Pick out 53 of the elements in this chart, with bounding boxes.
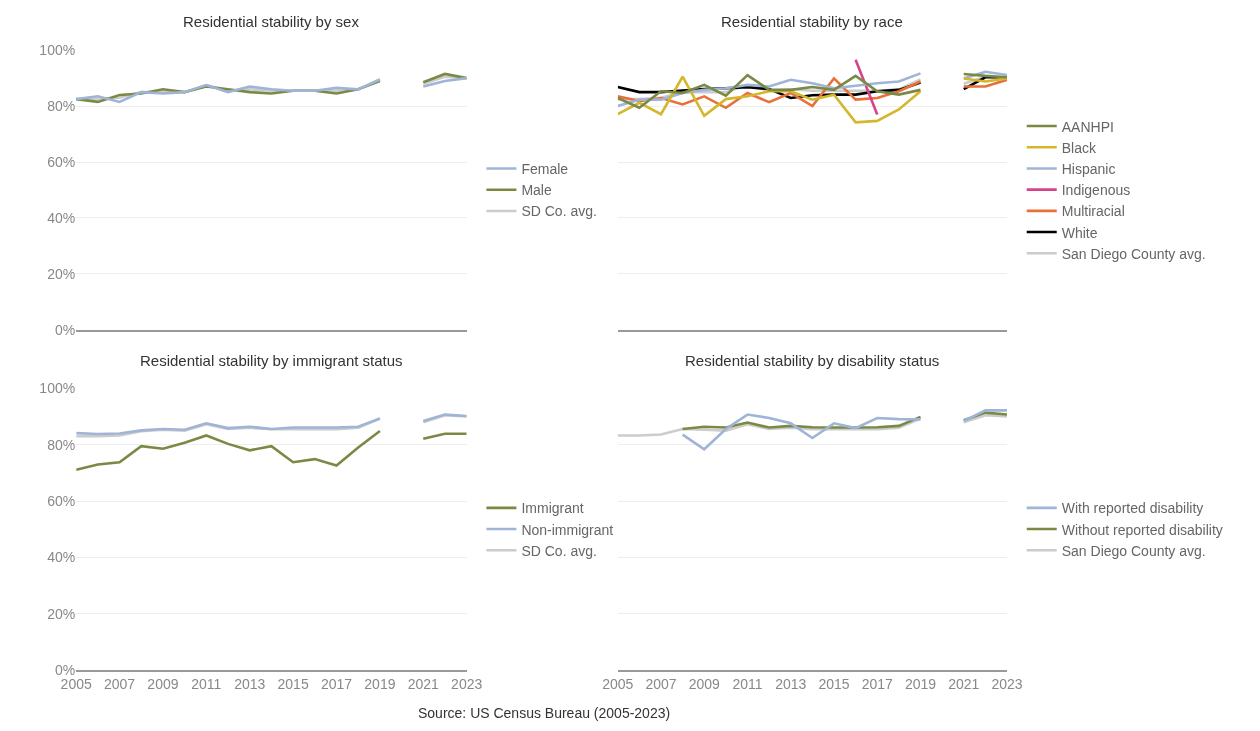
y-tick-label: 0% (54, 321, 76, 338)
x-tick-label: 2023 (451, 675, 483, 692)
x-tick-label: 2023 (991, 675, 1023, 692)
legend-label: Female (521, 161, 569, 178)
chart-title: Residential stability by race (721, 13, 903, 30)
chart-title: Residential stability by immigrant status (140, 352, 403, 369)
x-tick-label: 2011 (732, 675, 763, 692)
x-tick-label: 2015 (818, 675, 850, 692)
chart-title: Residential stability by disability status (685, 352, 940, 369)
legend-label: With reported disability (1061, 500, 1204, 517)
legend-label: San Diego County avg. (1061, 542, 1206, 559)
y-tick-label: 20% (47, 605, 76, 622)
x-tick-label: 2013 (234, 675, 266, 692)
x-tick-label: 2011 (191, 675, 222, 692)
legend-label: SD Co. avg. (521, 203, 597, 220)
x-tick-label: 2013 (775, 675, 807, 692)
legend-label: San Diego County avg. (1061, 245, 1206, 262)
x-tick-label: 2007 (645, 675, 677, 692)
y-tick-label: 60% (47, 492, 76, 509)
legend-label: AANHPI (1061, 118, 1114, 135)
chart-title: Residential stability by sex (183, 13, 360, 30)
x-tick-label: 2017 (320, 675, 353, 692)
y-tick-label: 100% (39, 42, 76, 59)
x-tick-label: 2021 (948, 675, 980, 692)
y-tick-label: 100% (39, 380, 76, 397)
x-tick-label: 2009 (688, 675, 721, 692)
legend-label: White (1061, 224, 1098, 241)
x-tick-label: 2005 (602, 675, 634, 692)
legend-label: Multiracial (1061, 203, 1125, 220)
x-tick-label: 2005 (60, 675, 92, 692)
x-tick-label: 2019 (904, 675, 937, 692)
y-tick-label: 0% (54, 661, 76, 678)
legend-label: Black (1061, 139, 1097, 156)
y-tick-label: 80% (47, 98, 76, 114)
legend-label: Hispanic (1061, 160, 1116, 177)
y-tick-label: 40% (47, 549, 76, 566)
legend-label: SD Co. avg. (521, 542, 597, 559)
legend-label: Indigenous (1061, 182, 1131, 199)
y-tick-label: 80% (47, 436, 76, 453)
x-tick-label: 2019 (364, 675, 396, 692)
y-tick-label: 60% (47, 153, 76, 170)
x-tick-label: 2009 (147, 675, 179, 692)
source-note: Source: US Census Bureau (2005-2023) (418, 705, 671, 721)
x-tick-label: 2021 (407, 675, 440, 692)
y-tick-label: 20% (47, 265, 76, 282)
x-tick-label: 2007 (103, 675, 136, 692)
legend-label: Non-immigrant (521, 521, 614, 538)
x-tick-label: 2015 (277, 675, 309, 692)
legend-label: Male (521, 182, 552, 199)
y-tick-label: 40% (47, 209, 76, 226)
x-tick-label: 2017 (861, 675, 894, 692)
legend-label: Immigrant (521, 500, 584, 517)
legend-label: Without reported disability (1061, 521, 1223, 538)
